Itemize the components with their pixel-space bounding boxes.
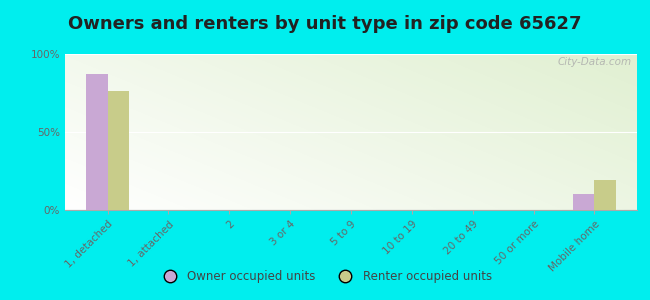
Bar xyxy=(108,92,129,210)
Bar xyxy=(594,180,616,210)
Legend: Owner occupied units, Renter occupied units: Owner occupied units, Renter occupied un… xyxy=(153,266,497,288)
Text: City-Data.com: City-Data.com xyxy=(557,57,631,67)
Bar xyxy=(573,194,594,210)
Bar xyxy=(86,74,108,210)
Text: Owners and renters by unit type in zip code 65627: Owners and renters by unit type in zip c… xyxy=(68,15,582,33)
